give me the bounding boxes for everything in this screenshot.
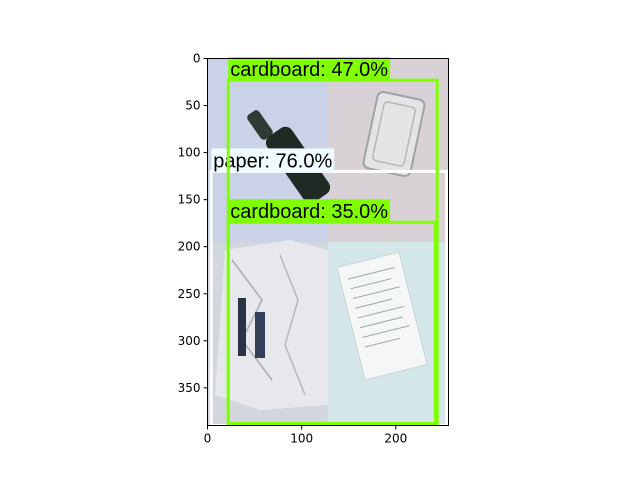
detection-boxes: paper: 76.0% cardboard: 47.0% cardboard: 3… — [209, 57, 449, 427]
x-tick-label: 100 — [290, 432, 313, 446]
axes-frame — [207, 58, 449, 426]
x-tick-label: 200 — [384, 432, 407, 446]
x-tick-label: 0 — [204, 432, 212, 446]
y-tick-label: 50 — [185, 99, 200, 113]
detection-cardboard-2-label-bg — [228, 199, 391, 224]
detection-paper-label: paper: 76.0% — [213, 150, 332, 172]
crumpled-paper-icon — [215, 240, 328, 410]
y-axis-ticks: 0 50 100 150 200 250 300 350 — [178, 52, 208, 395]
y-tick-label: 350 — [178, 381, 201, 395]
x-axis-ticks: 0 100 200 — [204, 425, 407, 446]
y-tick-label: 300 — [178, 334, 201, 348]
detection-paper-label-bg — [211, 148, 335, 173]
y-tick-label: 250 — [178, 287, 201, 301]
y-tick-label: 150 — [178, 193, 201, 207]
detection-cardboard-1-label: cardboard: 47.0% — [230, 59, 388, 81]
detection-cardboard-2-label: cardboard: 35.0% — [230, 201, 388, 223]
image-axes: paper: 76.0% cardboard: 47.0% cardboard: 3… — [178, 52, 449, 446]
y-tick-label: 100 — [178, 146, 201, 160]
plastic-tray-icon — [362, 90, 426, 178]
tile-artwork — [215, 90, 428, 410]
y-tick-label: 200 — [178, 240, 201, 254]
y-tick-label: 0 — [193, 52, 201, 66]
detection-cardboard-2: cardboard: 35.0% — [226, 199, 437, 426]
receipt-icon — [336, 251, 428, 381]
detection-cardboard-1-label-bg — [228, 57, 391, 82]
